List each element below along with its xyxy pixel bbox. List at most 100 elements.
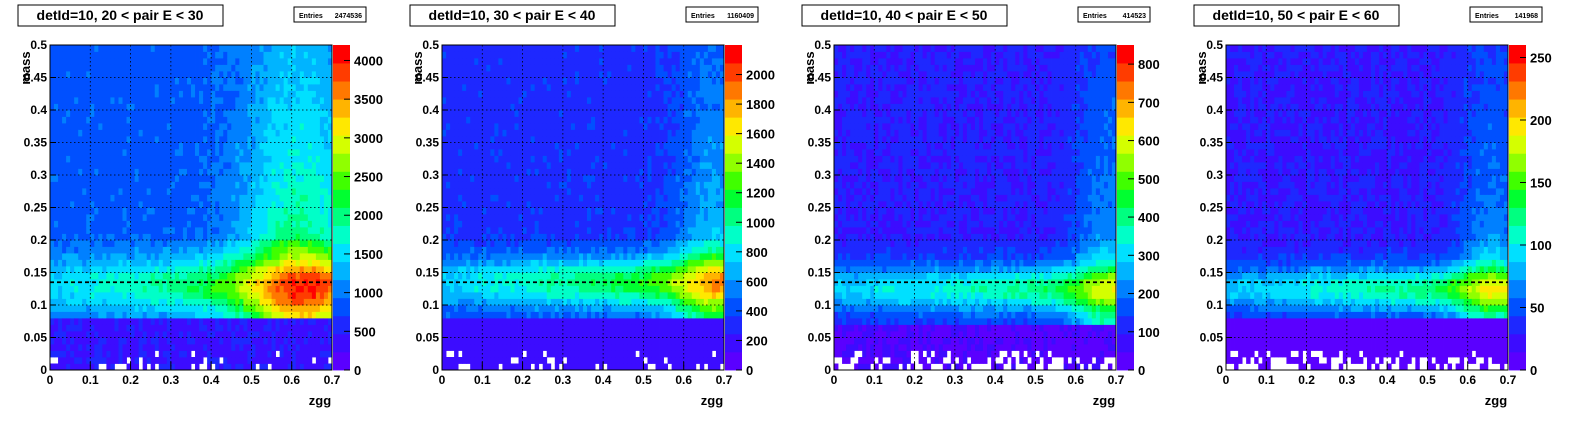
heatmap-cell: [275, 90, 281, 98]
heatmap-cell: [138, 298, 144, 306]
heatmap-cell: [542, 240, 548, 247]
heatmap-cell: [98, 324, 103, 332]
heatmap-cell: [490, 214, 495, 221]
heatmap-cell: [130, 298, 135, 306]
heatmap-cell: [50, 149, 55, 156]
heatmap-cell: [530, 162, 536, 169]
heatmap-cell: [255, 253, 260, 260]
heatmap-cell: [271, 77, 276, 85]
heatmap-cell: [134, 363, 140, 371]
heatmap-cell: [514, 311, 519, 319]
heatmap-cell: [478, 155, 483, 163]
heatmap-cell: [106, 45, 111, 52]
heatmap-cell: [534, 155, 540, 163]
heatmap-cell: [287, 266, 293, 273]
heatmap-cell: [207, 331, 212, 338]
heatmap-cell: [106, 318, 111, 325]
heatmap-cell: [482, 285, 487, 293]
heatmap-cell: [279, 233, 285, 241]
heatmap-cell: [98, 175, 103, 182]
heatmap-cell: [247, 194, 252, 202]
heatmap-cell: [486, 246, 491, 254]
heatmap-cell: [518, 58, 523, 65]
heatmap-cell: [534, 51, 540, 59]
heatmap-cell: [130, 136, 135, 143]
heatmap-cell: [182, 344, 188, 351]
heatmap-cell: [195, 97, 200, 104]
heatmap-cell: [82, 188, 87, 195]
heatmap-cell: [271, 227, 276, 234]
heatmap-cell: [311, 318, 317, 325]
heatmap-cell: [98, 45, 103, 52]
heatmap-cell: [295, 188, 301, 195]
heatmap-cell: [174, 90, 180, 98]
heatmap-cell: [106, 227, 111, 234]
heatmap-cell: [207, 344, 212, 351]
heatmap-cell: [558, 149, 564, 156]
heatmap-cell: [78, 90, 83, 98]
heatmap-cell: [299, 116, 305, 124]
heatmap-cell: [486, 207, 491, 215]
heatmap-cell: [251, 318, 256, 325]
heatmap-cell: [207, 64, 212, 72]
heatmap-cell: [90, 123, 95, 130]
heatmap-cell: [182, 318, 188, 325]
heatmap-cell: [231, 90, 236, 98]
heatmap-cell: [275, 227, 281, 234]
heatmap-cell: [299, 129, 305, 137]
heatmap-cell: [191, 240, 196, 247]
heatmap-cell: [530, 298, 536, 306]
heatmap-cell: [162, 97, 168, 104]
heatmap-cell: [186, 318, 192, 325]
heatmap-cell: [506, 58, 511, 65]
heatmap-cell: [130, 233, 135, 241]
heatmap-cell: [154, 155, 160, 163]
heatmap-cell: [247, 311, 252, 319]
heatmap-cell: [303, 266, 309, 273]
heatmap-cell: [162, 240, 168, 247]
heatmap-cell: [534, 90, 540, 98]
heatmap-cell: [82, 162, 87, 169]
heatmap-cell: [295, 272, 301, 280]
heatmap-cell: [263, 136, 268, 143]
heatmap-cell: [514, 155, 519, 163]
heatmap-cell: [146, 220, 152, 228]
heatmap-cell: [454, 110, 459, 117]
heatmap-cell: [474, 207, 479, 215]
heatmap-cell: [94, 110, 99, 117]
heatmap-cell: [74, 194, 79, 202]
heatmap-cell: [146, 253, 152, 260]
heatmap-cell: [263, 71, 268, 78]
heatmap-cell: [170, 318, 176, 325]
heatmap-cell: [502, 77, 507, 85]
heatmap-cell: [263, 298, 268, 306]
heatmap-cell: [114, 240, 119, 247]
heatmap-cell: [530, 207, 536, 215]
heatmap-cell: [267, 233, 272, 241]
heatmap-cell: [106, 207, 111, 215]
heatmap-cell: [150, 110, 156, 117]
heatmap-cell: [106, 246, 111, 254]
heatmap-cell: [466, 175, 471, 182]
heatmap-cell: [490, 201, 495, 208]
heatmap-cell: [62, 162, 67, 169]
heatmap-cell: [498, 337, 503, 345]
heatmap-cell: [267, 181, 272, 189]
heatmap-cell: [86, 51, 91, 59]
heatmap-cell: [191, 331, 196, 338]
heatmap-cell: [207, 181, 212, 189]
heatmap-cell: [186, 45, 192, 52]
heatmap-cell: [207, 266, 212, 273]
heatmap-cell: [275, 266, 281, 273]
heatmap-cell: [486, 324, 491, 332]
heatmap-cell: [522, 175, 527, 182]
heatmap-cell: [510, 246, 515, 254]
heatmap-cell: [530, 90, 536, 98]
heatmap-cell: [74, 324, 79, 332]
heatmap-cell: [166, 240, 172, 247]
heatmap-cell: [514, 305, 519, 312]
heatmap-cell: [98, 259, 103, 267]
heatmap-cell: [490, 129, 495, 137]
heatmap-cell: [223, 298, 228, 306]
heatmap-cell: [110, 110, 115, 117]
